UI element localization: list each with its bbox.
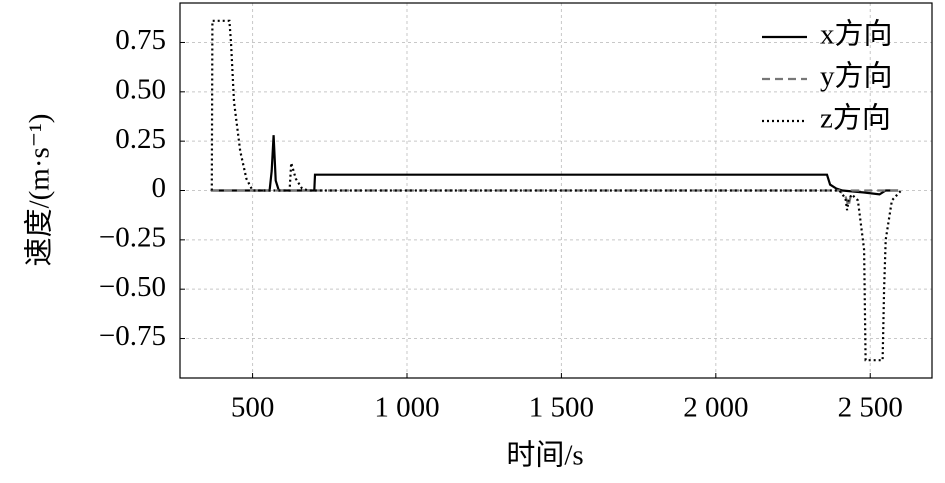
- x-tick-label: 2 500: [838, 392, 903, 424]
- y-tick-label: 0.75: [115, 24, 166, 56]
- x-tick-label: 2 000: [683, 392, 748, 424]
- y-tick-label: −0.25: [99, 221, 166, 253]
- y-tick-label: −0.75: [99, 320, 166, 352]
- x-tick-label: 500: [231, 392, 275, 424]
- y-tick-label: −0.50: [99, 271, 166, 303]
- y-tick-label: 0.25: [115, 123, 166, 155]
- legend-label: x方向: [820, 18, 893, 51]
- series-line: [210, 189, 902, 207]
- x-tick-label: 1 000: [374, 392, 439, 424]
- legend-label: z方向: [820, 102, 891, 135]
- series-line: [210, 19, 902, 362]
- y-tick-label: 0: [152, 172, 167, 204]
- y-tick-label: 0.50: [115, 73, 166, 105]
- series-line: [210, 135, 898, 196]
- plot-frame: [179, 2, 933, 379]
- y-axis-label: 速度/(m·s⁻¹): [23, 114, 56, 267]
- x-tick-label: 1 500: [529, 392, 594, 424]
- x-axis-label: 时间/s: [506, 439, 583, 472]
- legend-label: y方向: [820, 60, 893, 93]
